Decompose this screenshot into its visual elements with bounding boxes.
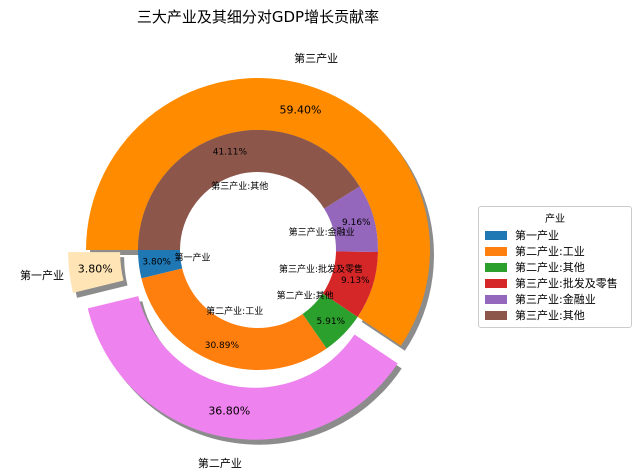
legend-entry: 第二产业:其他 — [485, 259, 625, 275]
legend-swatch — [485, 310, 507, 320]
legend-label: 第二产业:其他 — [515, 261, 585, 274]
legend-label: 第一产业 — [515, 229, 559, 242]
inner-value-label: 5.91% — [317, 317, 346, 327]
inner-wedge — [322, 251, 378, 317]
legend-swatch — [485, 230, 507, 240]
inner-category-label: 第三产业:金融业 — [289, 226, 355, 238]
legend-swatch — [485, 278, 507, 288]
inner-wedge — [138, 250, 183, 279]
outer-value-label: 36.80% — [208, 405, 250, 418]
legend-swatch — [485, 294, 507, 304]
legend: 产业 第一产业第二产业:工业 第二产业:其他第三产业:批发及零售 第三产业:金融业第… — [478, 206, 632, 328]
outer-value-label: 59.40% — [280, 103, 322, 116]
inner-category-label: 第二产业:工业 — [206, 305, 263, 317]
legend-label: 第三产业:其他 — [515, 309, 585, 322]
inner-value-label: 3.80% — [142, 258, 171, 268]
outer-category-label: 第二产业 — [198, 456, 242, 470]
outer-category-label: 第一产业 — [20, 268, 64, 282]
legend-entry: 第二产业:工业 — [485, 243, 625, 259]
inner-category-label: 第二产业:其他 — [277, 290, 334, 302]
legend-label: 第三产业:金融业 — [515, 293, 596, 306]
inner-value-label: 30.89% — [205, 341, 240, 351]
outer-value-label: 3.80% — [78, 263, 113, 276]
legend-entry: 第三产业:批发及零售 — [485, 275, 625, 291]
inner-category-label: 第一产业 — [174, 251, 210, 263]
outer-category-label: 第三产业 — [294, 51, 338, 65]
legend-label: 第三产业:批发及零售 — [515, 277, 618, 290]
inner-category-label: 第三产业:其他 — [211, 180, 268, 192]
legend-entry: 第三产业:其他 — [485, 307, 625, 323]
inner-ring — [138, 129, 378, 371]
legend-entry: 第一产业 — [485, 227, 625, 243]
outer-wedge — [87, 296, 398, 440]
chart-title: 三大产业及其细分对GDP增长贡献率 — [137, 8, 379, 26]
legend-entry: 第三产业:金融业 — [485, 291, 625, 307]
legend-swatch — [485, 246, 507, 256]
legend-title: 产业 — [545, 214, 565, 225]
inner-wedge — [324, 186, 378, 253]
inner-value-label: 9.16% — [342, 218, 371, 228]
inner-wedge — [141, 268, 327, 371]
legend-rows: 第一产业第二产业:工业 第二产业:其他第三产业:批发及零售 第三产业:金融业 第三产业… — [485, 227, 625, 323]
inner-value-label: 9.13% — [341, 276, 370, 286]
outer-wedge — [68, 252, 124, 293]
inner-value-label: 41.11% — [213, 148, 248, 158]
inner-wedge — [302, 293, 358, 349]
legend-label: 第二产业:工业 — [515, 245, 585, 258]
inner-wedge — [138, 129, 360, 250]
inner-category-label: 第三产业:批发及零售 — [279, 263, 363, 275]
legend-swatch — [485, 262, 507, 272]
outer-ring — [68, 77, 430, 440]
outer-wedge — [86, 77, 430, 346]
